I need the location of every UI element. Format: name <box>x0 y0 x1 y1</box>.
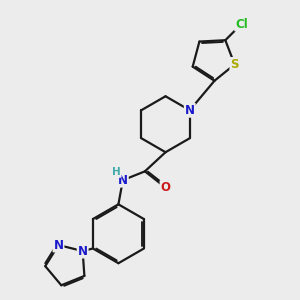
Text: S: S <box>230 58 239 71</box>
Text: N: N <box>185 104 195 117</box>
Text: O: O <box>160 181 170 194</box>
Text: Cl: Cl <box>235 17 248 31</box>
Text: N: N <box>78 244 88 258</box>
Text: H: H <box>112 167 121 177</box>
Text: N: N <box>118 174 128 187</box>
Text: N: N <box>53 238 64 251</box>
